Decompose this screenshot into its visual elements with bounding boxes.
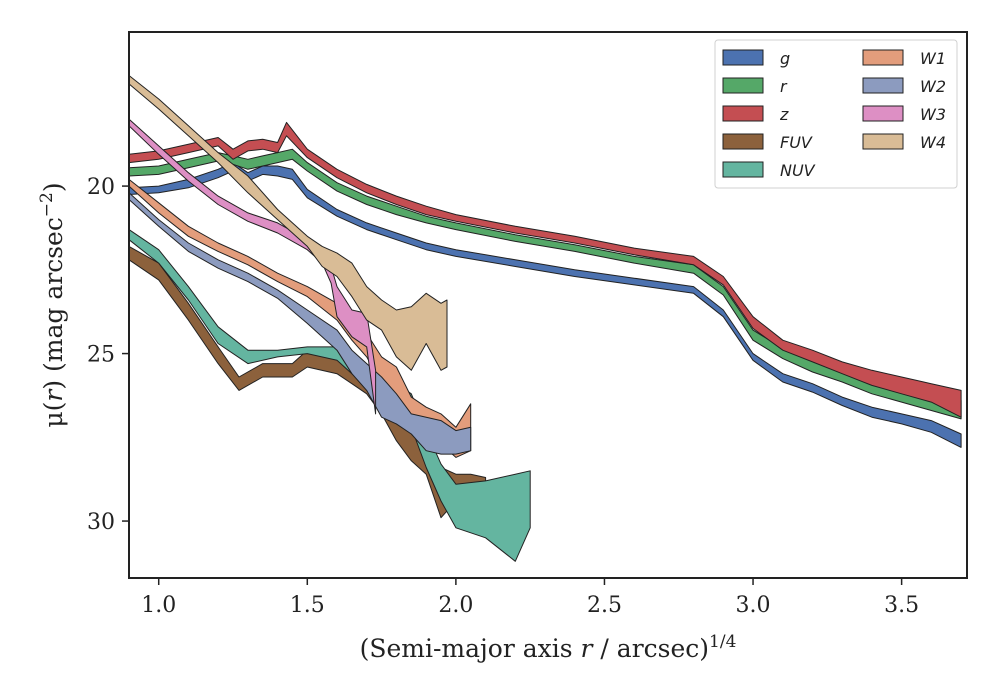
band-nuv (128, 229, 531, 562)
x-tick-label: 1.5 (290, 593, 325, 618)
legend-label-w2: W2 (920, 77, 946, 96)
legend-label-nuv: NUV (780, 161, 816, 180)
legend-label-r: r (780, 77, 788, 96)
legend-label-w3: W3 (920, 105, 946, 124)
legend-label-w4: W4 (920, 133, 946, 152)
x-tick-label: 2.0 (438, 593, 473, 618)
legend-label-fuv: FUV (780, 133, 813, 152)
legend-swatch-r (722, 77, 764, 94)
legend-swatch-w4 (862, 133, 904, 150)
legend-swatch-w1 (862, 49, 904, 66)
y-tick-label: 30 (87, 510, 115, 535)
band-z (128, 121, 962, 418)
legend-label-w1: W1 (920, 49, 946, 68)
legend-swatch-fuv (722, 133, 764, 150)
x-tick-label: 3.0 (736, 593, 771, 618)
legend-label-g: g (780, 49, 790, 68)
band-r (128, 148, 962, 420)
legend-swatch-nuv (722, 161, 764, 178)
x-axis-label: (Semi-major axis r / arcsec)1/4 (360, 632, 737, 663)
legend-box (714, 39, 958, 189)
legend-swatch-w3 (862, 105, 904, 122)
band-w4 (128, 75, 448, 371)
x-tick-label: 1.0 (141, 593, 176, 618)
band-g (128, 162, 962, 448)
y-axis-ticks: 20 25 30 (87, 175, 129, 535)
series-bands (128, 75, 962, 562)
x-tick-label: 3.5 (884, 593, 919, 618)
legend-swatch-g (722, 49, 764, 66)
legend-swatch-z (722, 105, 764, 122)
x-tick-label: 2.5 (587, 593, 622, 618)
legend-swatch-w2 (862, 77, 904, 94)
y-axis-label: μ(r) (mag arcsec−2) (37, 182, 68, 427)
y-tick-label: 20 (87, 175, 115, 200)
band-w2 (128, 192, 472, 455)
plot-frame (128, 31, 968, 579)
y-tick-label: 25 (87, 343, 115, 368)
legend-label-z: z (779, 105, 789, 124)
legend: grz FUV NUV W1 W2 W3 W4 (714, 39, 958, 189)
x-axis-ticks: 1.0 1.5 2.0 2.5 3.0 3.5 (141, 578, 919, 618)
